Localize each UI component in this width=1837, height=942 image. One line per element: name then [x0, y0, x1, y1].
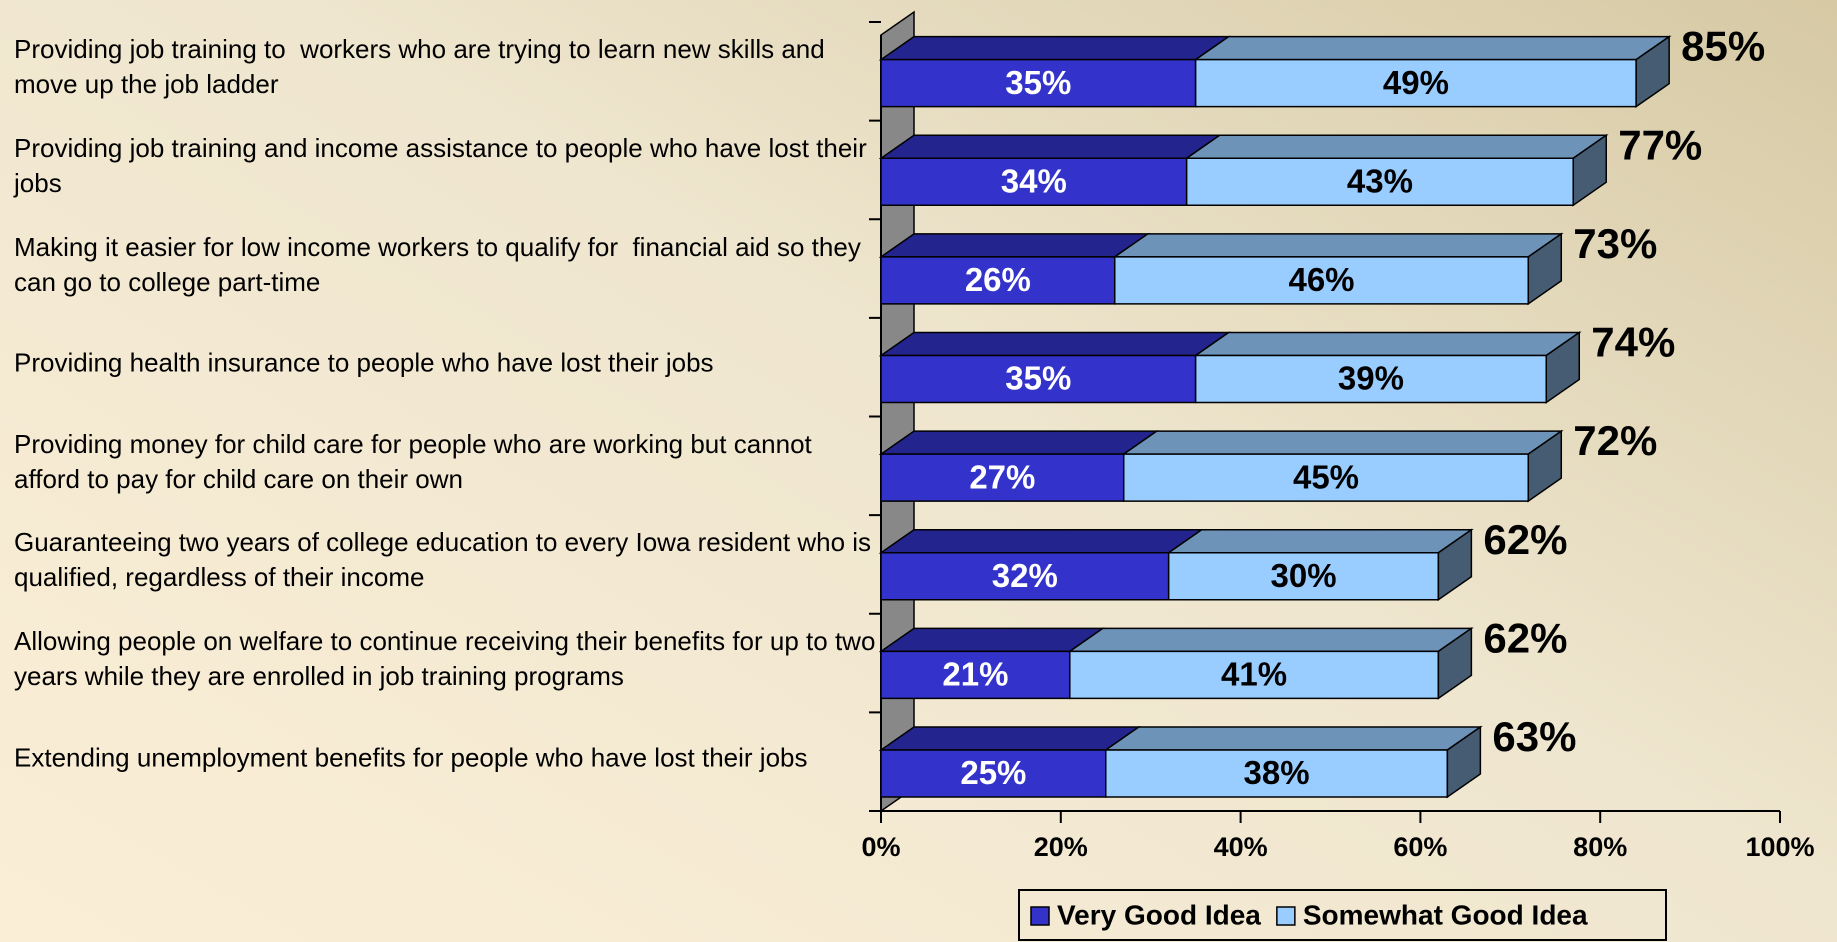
category-label: Providing job training and income assist…	[14, 132, 874, 198]
category-label: Extending unemployment benefits for peop…	[14, 742, 808, 773]
x-tick-label: 40%	[1214, 832, 1268, 862]
bar-side	[1437, 528, 1473, 602]
total-label: 73%	[1573, 220, 1657, 267]
x-tick-label: 100%	[1745, 832, 1814, 862]
bar	[1105, 749, 1449, 798]
bar	[1113, 256, 1530, 305]
bar	[880, 256, 1116, 305]
bar-top	[878, 430, 1160, 455]
bar	[880, 453, 1125, 502]
bar-top	[878, 726, 1142, 751]
total-label: 74%	[1591, 319, 1675, 366]
value-label: 38%	[1244, 754, 1310, 791]
bar-side	[1572, 133, 1607, 207]
bar	[1194, 354, 1548, 404]
bar	[1069, 650, 1440, 700]
bar	[880, 650, 1071, 700]
total-label: 62%	[1483, 516, 1567, 563]
total-label: 63%	[1492, 713, 1576, 760]
bar-top	[1103, 726, 1483, 751]
value-label: 30%	[1270, 557, 1336, 594]
legend-box	[1018, 889, 1667, 941]
category-label: Making it easier for low income workers …	[14, 231, 869, 297]
bar-top	[1067, 627, 1474, 653]
legend-label: Very Good Idea	[1057, 899, 1261, 930]
bar-top	[1121, 430, 1564, 455]
bar-top	[1193, 331, 1582, 357]
bar-top	[1193, 35, 1672, 61]
value-label: 39%	[1338, 360, 1404, 397]
bar-side	[1545, 331, 1581, 404]
category-label: Guaranteeing two years of college educat…	[14, 527, 879, 593]
bar-top	[878, 233, 1151, 258]
value-label: 34%	[1001, 162, 1067, 199]
bar-side	[1446, 725, 1482, 799]
value-label: 43%	[1347, 162, 1413, 199]
value-label: 21%	[942, 656, 1008, 693]
value-label: 25%	[960, 754, 1026, 791]
bar-side	[1635, 35, 1670, 109]
bar-top	[878, 331, 1232, 357]
value-label: 32%	[992, 557, 1058, 594]
bar	[880, 58, 1197, 108]
bar-side	[1437, 626, 1473, 700]
category-label: Providing job training to workers who ar…	[14, 34, 832, 100]
total-label: 77%	[1618, 121, 1702, 168]
total-label: 72%	[1573, 417, 1657, 464]
bar	[1185, 157, 1574, 206]
bar-side	[1527, 429, 1563, 503]
bar	[880, 354, 1197, 404]
bar-top	[878, 529, 1205, 554]
category-label: Allowing people on welfare to continue r…	[14, 626, 883, 692]
bar	[880, 552, 1170, 601]
category-label: Providing health insurance to people who…	[14, 347, 714, 378]
value-label: 27%	[969, 458, 1035, 495]
bar-top	[1112, 233, 1564, 258]
value-label: 35%	[1005, 64, 1071, 101]
value-label: 49%	[1383, 64, 1449, 101]
bar-top	[878, 134, 1223, 159]
bar	[1194, 58, 1637, 108]
bar-top	[1166, 529, 1474, 554]
value-label: 46%	[1288, 261, 1354, 298]
legend-swatch	[1030, 906, 1050, 926]
value-label: 41%	[1221, 656, 1287, 693]
x-tick-label: 0%	[861, 832, 900, 862]
x-tick-label: 60%	[1393, 832, 1447, 862]
value-label: 26%	[965, 261, 1031, 298]
legend-swatch	[1276, 906, 1296, 926]
bar	[880, 157, 1188, 206]
bar-side	[1527, 232, 1563, 306]
bar-top	[878, 35, 1232, 61]
category-label: Providing money for child care for peopl…	[14, 428, 820, 494]
x-tick-label: 20%	[1034, 832, 1088, 862]
bar-top	[1184, 134, 1609, 159]
x-tick-label: 80%	[1573, 832, 1627, 862]
legend-label: Somewhat Good Idea	[1303, 899, 1588, 930]
value-label: 35%	[1005, 360, 1071, 397]
total-label: 62%	[1483, 614, 1567, 661]
total-label: 85%	[1681, 23, 1765, 70]
bar-top	[878, 627, 1106, 653]
value-label: 45%	[1293, 458, 1359, 495]
